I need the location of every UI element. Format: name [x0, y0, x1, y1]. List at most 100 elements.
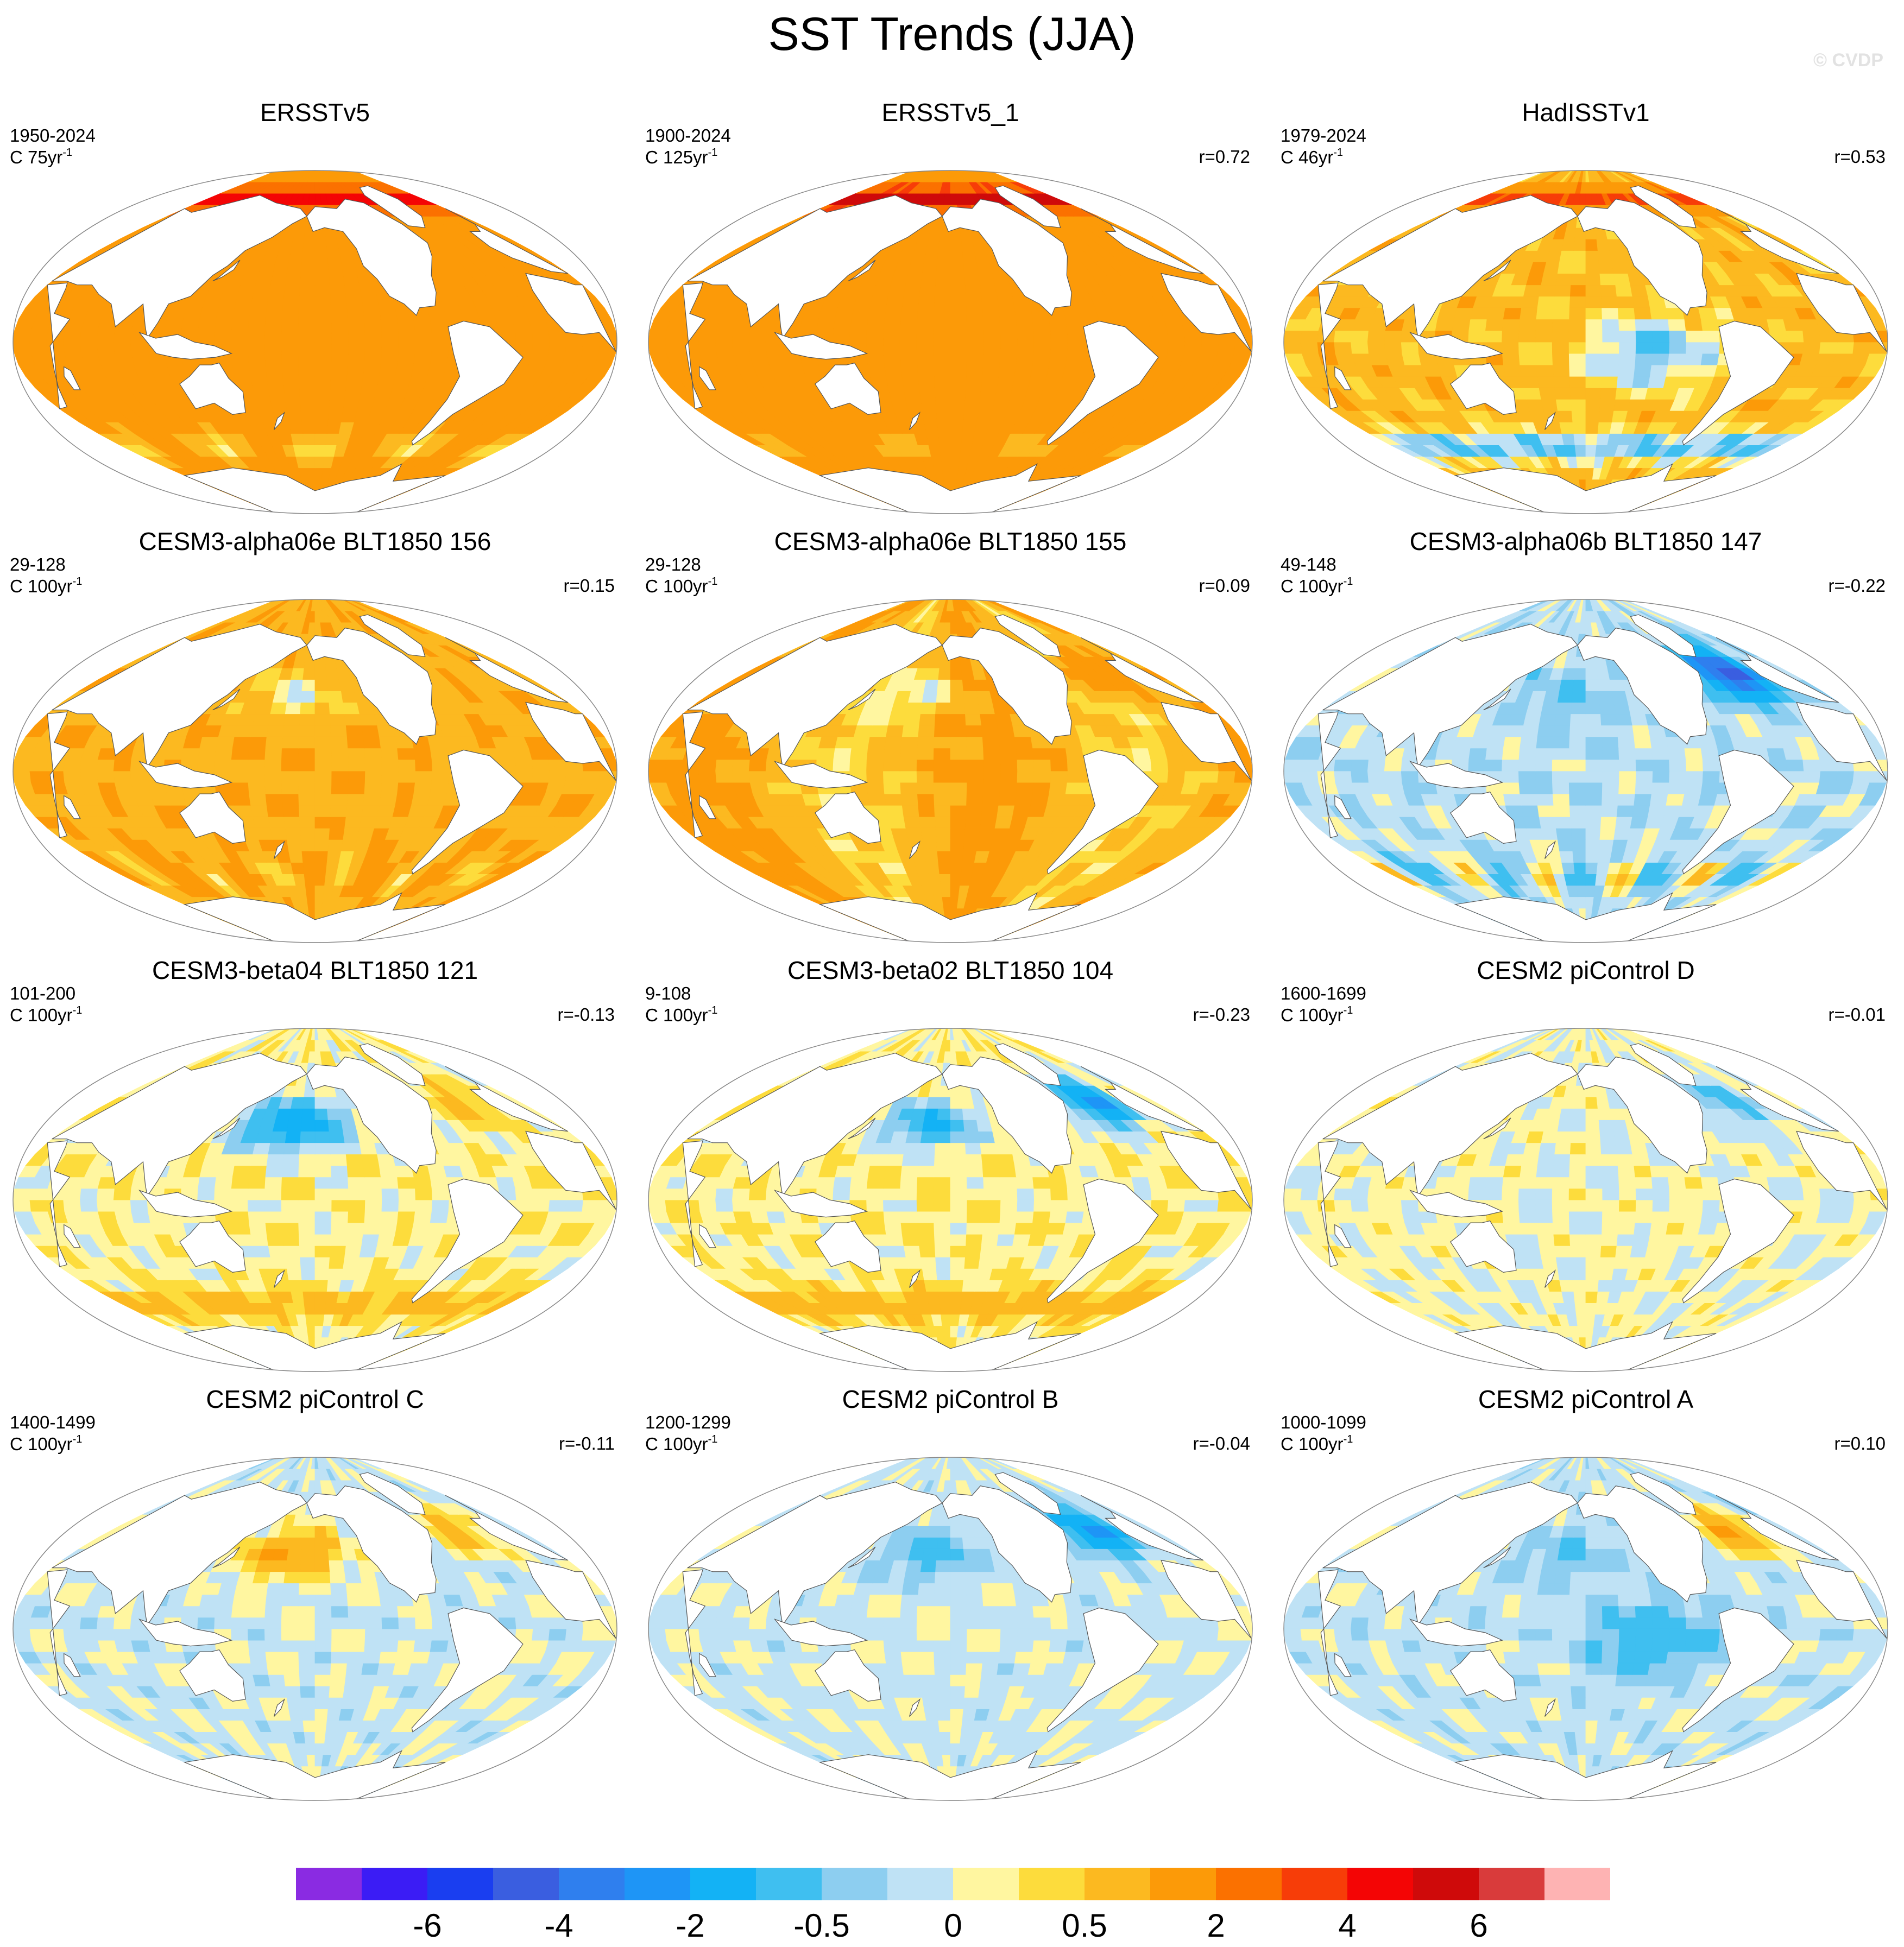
land-greenland: [1630, 185, 1697, 228]
sst-cell: [853, 296, 873, 308]
sst-cell: [983, 770, 1001, 783]
sst-cell: [344, 816, 362, 829]
sst-cell: [1702, 342, 1720, 354]
sst-cell: [950, 422, 964, 434]
land-north-america: [1577, 199, 1707, 316]
sst-cell: [327, 691, 344, 703]
sst-cell: [882, 330, 901, 343]
sst-cell: [430, 353, 449, 365]
sst-cell: [1569, 376, 1586, 388]
sst-cell: [329, 816, 346, 829]
sst-cell: [994, 387, 1013, 400]
sst-cell: [966, 793, 984, 806]
sst-cell: [346, 307, 365, 320]
sst-cell: [532, 770, 550, 783]
sst-cell: [1600, 387, 1617, 400]
sst-cell: [934, 364, 951, 377]
sst-cell: [1602, 330, 1620, 343]
sst-cell: [250, 376, 269, 388]
sst-cell: [398, 330, 416, 343]
panel-period: 1950-2024: [10, 125, 96, 146]
sst-cell: [1300, 330, 1319, 343]
sst-cell: [314, 330, 332, 343]
sst-cell: [348, 748, 365, 760]
sst-cell: [1553, 376, 1571, 388]
sst-cell: [97, 782, 118, 794]
sst-cell: [1634, 364, 1652, 377]
panel-units: C 46yr-1: [1281, 147, 1343, 168]
sst-cell: [252, 713, 271, 726]
sst-cell: [1686, 342, 1704, 354]
sst-cell: [1503, 307, 1522, 320]
sst-cell: [1050, 770, 1068, 783]
sst-cell: [964, 399, 981, 411]
sst-cell: [266, 296, 285, 308]
sst-cell: [1200, 342, 1219, 354]
sst-cell: [1585, 262, 1600, 274]
sst-cell: [232, 736, 251, 749]
sst-cell: [934, 387, 951, 400]
land-japan: [848, 260, 876, 282]
sst-cell: [1402, 353, 1422, 365]
sst-cell: [286, 691, 302, 703]
sst-cell: [1521, 296, 1540, 308]
sst-cell: [314, 399, 330, 411]
sst-cell: [950, 782, 968, 794]
sst-cell: [301, 851, 316, 863]
sst-cell: [903, 387, 921, 400]
sst-cell: [430, 782, 449, 794]
sst-cell: [301, 422, 316, 434]
sst-cell: [298, 805, 316, 817]
sst-field: [13, 170, 617, 514]
sst-cell: [934, 793, 951, 806]
sst-cell: [919, 387, 936, 400]
sst-cell: [80, 759, 98, 772]
sst-cell: [130, 770, 148, 783]
sst-cell: [1615, 285, 1633, 297]
sst-cell: [231, 330, 249, 343]
sst-trend-map: [12, 170, 617, 514]
sst-cell: [431, 770, 450, 783]
sst-cell: [300, 262, 316, 274]
sst-cell: [331, 342, 349, 354]
sst-cell: [314, 422, 329, 434]
sst-cell: [884, 364, 903, 377]
sst-cell: [80, 330, 98, 343]
sst-cell: [1669, 330, 1687, 343]
sst-cell: [1367, 342, 1386, 354]
sst-cell: [1569, 307, 1586, 320]
sst-cell: [397, 782, 415, 794]
sst-cell: [1568, 330, 1586, 343]
sst-cell: [1535, 342, 1553, 354]
sst-cell: [331, 364, 349, 377]
sst-cell: [1572, 250, 1586, 262]
sst-cell: [1317, 342, 1336, 354]
sst-cell: [1485, 330, 1503, 343]
sst-cell: [314, 725, 332, 737]
sst-cell: [327, 839, 344, 851]
sst-cell: [1802, 342, 1821, 354]
sst-cell: [732, 342, 751, 354]
sst-cell: [131, 782, 151, 794]
sst-cell: [1014, 793, 1033, 806]
sst-cell: [950, 285, 967, 297]
sst-cell: [998, 307, 1017, 320]
sst-cell: [907, 262, 925, 274]
sst-cell: [1585, 410, 1600, 422]
sst-cell: [548, 330, 567, 343]
sst-trend-map: [12, 599, 617, 943]
sst-cell: [282, 376, 300, 388]
sst-cell: [377, 376, 396, 388]
sst-cell: [304, 445, 316, 457]
sst-cell: [13, 342, 31, 354]
sst-cell: [1599, 273, 1616, 286]
sst-cell: [1585, 445, 1597, 457]
sst-cell: [1630, 387, 1649, 400]
sst-cell: [1470, 307, 1490, 320]
sst-cell: [266, 725, 285, 737]
sst-cell: [1148, 319, 1168, 331]
sst-cell: [1630, 285, 1649, 297]
sst-cell: [982, 307, 1000, 320]
sst-cell: [1571, 399, 1586, 411]
sst-cell: [348, 759, 366, 772]
